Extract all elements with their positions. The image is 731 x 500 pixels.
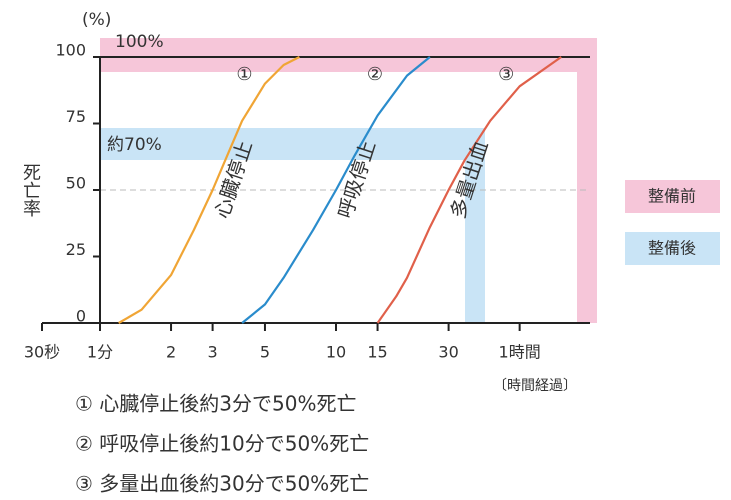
x-tick-label: 2: [166, 343, 176, 362]
before-band: [577, 38, 597, 323]
after-band: [100, 128, 485, 160]
y-tick-label: 100: [55, 41, 86, 60]
before-band: [100, 38, 597, 72]
curve: [376, 56, 562, 324]
note: ③ 多量出血後約30分で50%死亡: [75, 472, 369, 496]
curve-marker: ①: [236, 64, 252, 85]
y-tick-label: 50: [66, 174, 86, 193]
note: ① 心臓停止後約3分で50%死亡: [75, 392, 356, 416]
y-unit: (%): [82, 10, 111, 30]
notes: ① 心臓停止後約3分で50%死亡 ② 呼吸停止後約10分で50%死亡 ③ 多量出血後…: [75, 392, 369, 496]
legend-label: 整備後: [648, 239, 696, 258]
legend-label: 整備前: [648, 187, 696, 206]
curve-marker: ②: [367, 64, 383, 85]
legend-swatch: [625, 232, 720, 265]
y-tick-label: 25: [66, 240, 86, 259]
x-axis-label: 〔時間経過〕: [493, 378, 577, 394]
x-tick-label: 10: [326, 343, 346, 362]
after-band: [465, 128, 485, 323]
x-tick-label: 1分: [87, 343, 113, 362]
x-tick-label: 1時間: [499, 343, 541, 362]
x-tick-label: 30: [438, 343, 458, 362]
y-axis-label: 死亡率: [20, 163, 41, 217]
note: ② 呼吸停止後約10分で50%死亡: [75, 432, 369, 456]
curve: [241, 56, 431, 324]
curve-marker: ③: [498, 64, 514, 85]
legend-swatch: [625, 180, 720, 213]
x-tick-label: 3: [208, 343, 218, 362]
y-tick-label: 75: [66, 107, 86, 126]
y-tick-label: 0: [76, 307, 86, 326]
annotation: 約70%: [107, 135, 162, 155]
x-tick-label: 15: [367, 343, 387, 362]
x-tick-label: 30秒: [24, 343, 60, 362]
x-tick-label: 5: [260, 343, 270, 362]
annotation: 100%: [115, 32, 164, 52]
curve: [118, 56, 300, 324]
